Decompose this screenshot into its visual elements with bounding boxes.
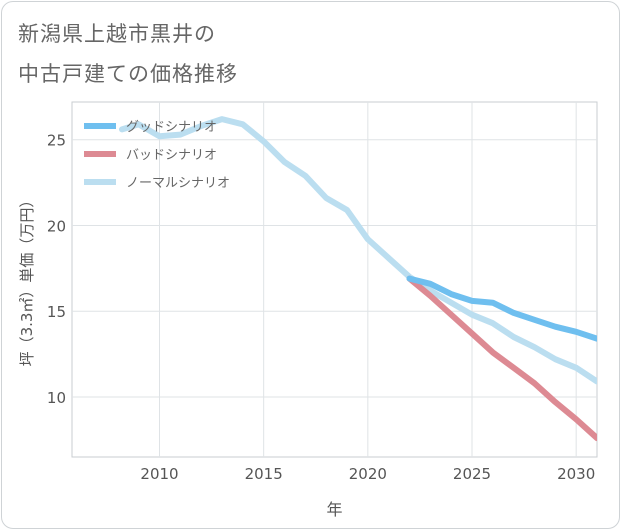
series-line-1 <box>406 275 597 442</box>
series-line-2 <box>119 116 597 385</box>
x-tick-label: 2015 <box>245 465 283 483</box>
x-tick-label: 2020 <box>349 465 387 483</box>
x-tick-label: 2010 <box>140 465 178 483</box>
y-tick-label: 15 <box>47 303 66 321</box>
legend-label: バッドシナリオ <box>126 148 217 163</box>
y-tick-label: 25 <box>47 132 66 150</box>
legend-label: ノーマルシナリオ <box>126 176 230 191</box>
plot-area <box>71 101 598 458</box>
x-tick-label: 2030 <box>557 465 595 483</box>
legend-label: グッドシナリオ <box>126 120 217 135</box>
y-tick-label: 10 <box>47 389 66 407</box>
y-axis-label: 坪（3.3㎡）単価（万円） <box>18 193 36 367</box>
chart-title-line-1: 新潟県上越市黒井の <box>18 22 216 46</box>
x-tick-label: 2025 <box>453 465 491 483</box>
x-axis-label: 年 <box>326 500 342 519</box>
chart-title-line-2: 中古戸建ての価格推移 <box>18 62 238 86</box>
y-tick-label: 20 <box>47 217 66 235</box>
series-line-0 <box>406 275 597 342</box>
